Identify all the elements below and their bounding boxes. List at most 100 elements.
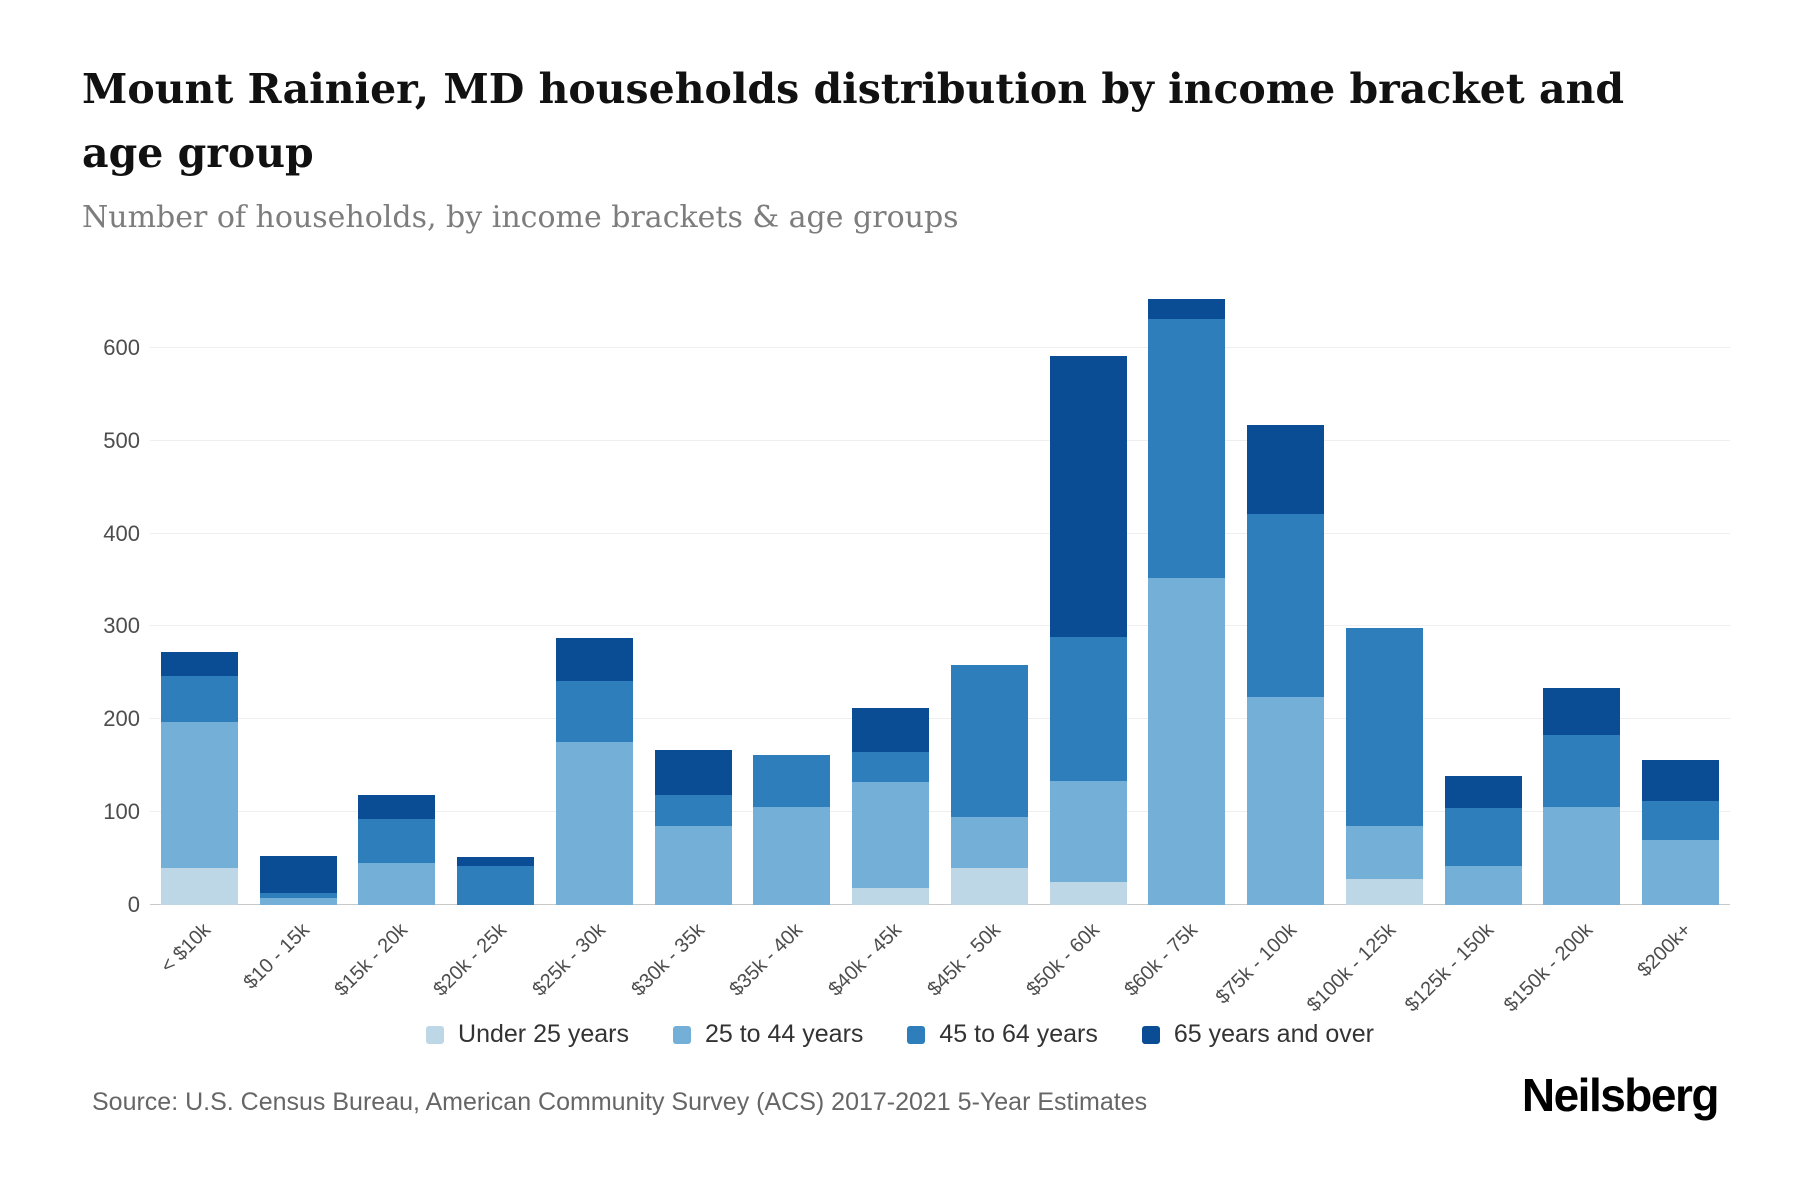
stacked-bar (852, 708, 930, 905)
x-label-slot: $30k - 35k (627, 905, 743, 1015)
chart-subtitle: Number of households, by income brackets… (82, 200, 959, 235)
bar-slot (150, 292, 249, 905)
gridline (150, 439, 1730, 441)
bar-segment (1444, 866, 1522, 905)
stacked-bar (1247, 424, 1325, 905)
bar-slot (743, 292, 842, 905)
x-label-slot: < $10k (150, 905, 249, 1015)
legend-swatch (426, 1025, 445, 1044)
stacked-bar (555, 638, 633, 905)
bar-segment (1148, 578, 1226, 905)
x-axis-baseline (150, 904, 1730, 905)
stacked-bar (457, 856, 535, 905)
bar-segment (654, 826, 732, 905)
bar-slot (1533, 292, 1632, 905)
bar-segment (457, 866, 535, 905)
bar-slot (1039, 292, 1138, 905)
bar-slot (348, 292, 447, 905)
bar-slot (1138, 292, 1237, 905)
bar-segment (1247, 424, 1325, 514)
bar-segment (1247, 696, 1325, 905)
bar-segment (1444, 807, 1522, 866)
bar-slot (545, 292, 644, 905)
bar-segment (160, 722, 238, 868)
y-tick-label: 500 (103, 427, 140, 453)
chart-area (150, 292, 1730, 905)
x-label-slot: $45k - 50k (923, 905, 1039, 1015)
stacked-bar (1345, 628, 1423, 905)
y-tick-label: 600 (103, 334, 140, 360)
legend-swatch (1141, 1025, 1160, 1044)
bar-slot (940, 292, 1039, 905)
bar-segment (160, 867, 238, 905)
bar-segment (555, 638, 633, 682)
stacked-bar (654, 749, 732, 905)
bar-slot (1236, 292, 1335, 905)
x-label-slot: $10 - 15k (239, 905, 348, 1015)
bar-segment (1345, 826, 1423, 879)
gridline (150, 532, 1730, 534)
bar-segment (555, 742, 633, 905)
bar-segment (852, 781, 930, 889)
bar-segment (160, 652, 238, 676)
stacked-bar (1543, 687, 1621, 905)
legend-item: 65 years and over (1141, 1020, 1374, 1049)
bar-slot (1631, 292, 1730, 905)
y-tick-label: 300 (103, 613, 140, 639)
y-tick-label: 400 (103, 520, 140, 546)
legend-label: 25 to 44 years (704, 1020, 864, 1048)
bar-segment (1642, 760, 1720, 801)
bar-segment (259, 897, 337, 905)
legend-item: 45 to 64 years (907, 1020, 1098, 1049)
y-tick-label: 100 (103, 799, 140, 825)
stacked-bar (1049, 356, 1127, 905)
chart-title: Mount Rainier, MD households distributio… (82, 65, 1625, 177)
legend-swatch (907, 1025, 926, 1044)
bar-segment (358, 818, 436, 864)
y-tick-label: 0 (127, 892, 140, 917)
source-text: Source: U.S. Census Bureau, American Com… (92, 1088, 1148, 1116)
bar-segment (654, 795, 732, 827)
x-label-slot: $25k - 30k (528, 905, 644, 1015)
bar-segment (852, 708, 930, 752)
stacked-bar (950, 665, 1028, 905)
bar-segment (1345, 879, 1423, 905)
bar-segment (852, 888, 930, 905)
stacked-bar (259, 855, 337, 905)
bar-segment (1049, 781, 1127, 882)
plot-grid (150, 292, 1730, 905)
bar-segment (950, 816, 1028, 868)
legend-item: 25 to 44 years (672, 1020, 864, 1049)
bars-container (150, 292, 1730, 905)
legend: Under 25 years 25 to 44 years 45 to 64 yea… (0, 1020, 1800, 1049)
bar-segment (1543, 735, 1621, 808)
bar-segment (1543, 687, 1621, 736)
bar-segment (1247, 513, 1325, 697)
bar-segment (950, 665, 1028, 817)
bar-segment (753, 755, 831, 808)
stacked-bar (1148, 299, 1226, 905)
bar-segment (1148, 318, 1226, 579)
bar-segment (1049, 881, 1127, 905)
x-label-slot: $50k - 60k (1022, 905, 1138, 1015)
x-tick-label: $200k+ (1633, 919, 1697, 982)
x-tick-label: < $10k (156, 919, 215, 978)
gridline (150, 718, 1730, 720)
bar-segment (160, 675, 238, 723)
bar-segment (950, 867, 1028, 905)
bar-segment (555, 681, 633, 743)
x-label-slot: $20k - 25k (430, 905, 545, 1015)
bar-segment (259, 892, 337, 898)
bar-slot (446, 292, 545, 905)
bar-segment (1543, 807, 1621, 905)
x-tick-label: $10 - 15k (239, 919, 314, 994)
bar-slot (644, 292, 743, 905)
legend-label: 65 years and over (1173, 1020, 1374, 1048)
legend-swatch (672, 1025, 691, 1044)
gridline (150, 811, 1730, 813)
bar-segment (358, 863, 436, 905)
x-label-slot: $35k - 40k (726, 905, 842, 1015)
bar-segment (753, 807, 831, 905)
bar-segment (1049, 636, 1127, 782)
